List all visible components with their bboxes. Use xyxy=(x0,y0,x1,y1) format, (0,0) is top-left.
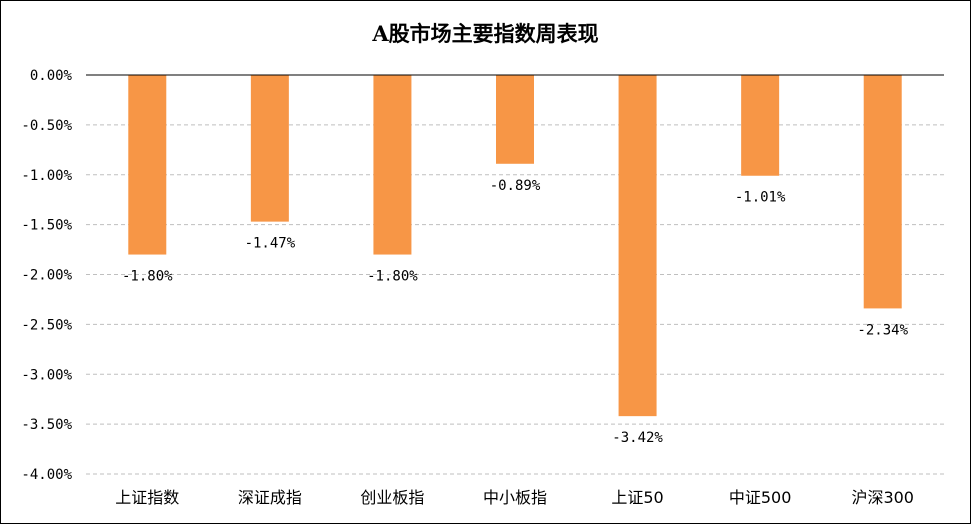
bar xyxy=(618,75,657,417)
data-label: -1.47% xyxy=(245,236,296,252)
data-label: -3.42% xyxy=(612,430,663,446)
bar xyxy=(863,75,902,309)
x-category-label: 中小板指 xyxy=(483,488,547,507)
y-tick-label: -0.50% xyxy=(21,118,72,134)
y-tick-labels: 0.00% -0.50% -1.00% -1.50% -2.00% -2.50% -3.00… xyxy=(21,68,72,483)
data-label: -1.80% xyxy=(367,269,418,285)
bar xyxy=(128,75,167,255)
data-label: -1.80% xyxy=(122,269,173,285)
y-tick-label: -2.00% xyxy=(21,268,72,284)
x-category-label: 中证500 xyxy=(729,488,792,507)
x-category-label: 深证成指 xyxy=(238,488,302,507)
y-tick-label: -1.00% xyxy=(21,168,72,184)
bar xyxy=(250,75,289,222)
data-label: -0.89% xyxy=(490,178,541,194)
data-label: -1.01% xyxy=(735,190,786,206)
x-category-label: 上证50 xyxy=(611,488,663,507)
data-labels: -1.80% -1.47% -1.80% -0.89% -3.42% -1.01% -2.3… xyxy=(122,178,909,446)
y-tick-label: -2.50% xyxy=(21,317,72,333)
x-category-label: 上证指数 xyxy=(115,488,179,507)
y-tick-label: -1.50% xyxy=(21,218,72,234)
y-tick-label: -3.00% xyxy=(21,367,72,383)
bar xyxy=(373,75,412,255)
x-category-labels: 上证指数 深证成指 创业板指 中小板指 上证50 中证500 沪深300 xyxy=(115,488,914,507)
y-tick-label: -3.50% xyxy=(21,417,72,433)
bar xyxy=(741,75,780,176)
y-tick-label: 0.00% xyxy=(30,68,73,84)
data-label: -2.34% xyxy=(857,322,908,338)
chart-title: A股市场主要指数周表现 xyxy=(372,21,599,46)
x-category-label: 沪深300 xyxy=(851,488,914,507)
bars xyxy=(128,75,902,417)
bar xyxy=(496,75,534,164)
y-tick-label: -4.00% xyxy=(21,467,72,483)
gridlines xyxy=(86,124,944,475)
x-category-label: 创业板指 xyxy=(360,488,424,507)
